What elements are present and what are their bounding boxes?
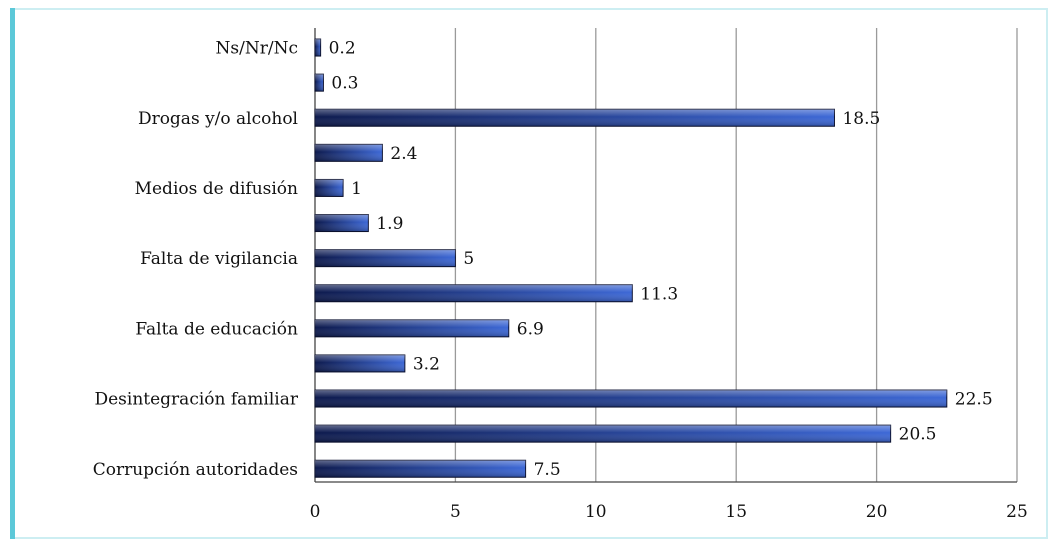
category-label: Ns/Nr/Nc <box>216 39 298 59</box>
bar-shine <box>315 319 509 337</box>
bar-shine <box>315 354 405 372</box>
value-label: 20.5 <box>899 425 937 445</box>
value-label: 0.3 <box>331 74 358 94</box>
bar-shine <box>315 39 321 57</box>
bar-shine <box>315 109 835 127</box>
bar-shine <box>315 460 526 478</box>
frame-accent-bar <box>10 8 15 539</box>
value-label: 5 <box>463 249 474 269</box>
chart-frame <box>10 8 1048 539</box>
bar-shine <box>315 144 383 162</box>
bar-shine <box>315 214 369 232</box>
category-label: Drogas y/o alcohol <box>138 109 298 129</box>
bar-shine <box>315 74 324 92</box>
category-label: Falta de vigilancia <box>140 249 298 269</box>
value-label: 0.2 <box>329 39 356 59</box>
category-label: Desintegración familiar <box>94 390 298 410</box>
bar-shine <box>315 390 947 408</box>
x-tick-label: 15 <box>725 502 747 522</box>
x-tick-label: 20 <box>866 502 888 522</box>
category-label: Medios de difusión <box>135 179 298 199</box>
value-label: 18.5 <box>842 109 880 129</box>
value-label: 1.9 <box>376 214 403 234</box>
x-tick-label: 10 <box>585 502 607 522</box>
x-tick-label: 0 <box>310 502 321 522</box>
value-label: 2.4 <box>390 144 417 164</box>
value-label: 7.5 <box>534 460 561 480</box>
x-tick-label: 25 <box>1006 502 1028 522</box>
x-tick-label: 5 <box>450 502 461 522</box>
bar-shine <box>315 284 633 302</box>
value-label: 22.5 <box>955 390 993 410</box>
value-label: 11.3 <box>640 284 678 304</box>
bar-shine <box>315 179 344 197</box>
category-label: Falta de educación <box>135 319 298 339</box>
value-label: 3.2 <box>413 354 440 374</box>
category-label: Corrupción autoridades <box>93 460 298 480</box>
value-label: 6.9 <box>517 319 544 339</box>
bars <box>314 38 948 478</box>
bar-shine <box>315 249 456 267</box>
bar-shine <box>315 425 891 443</box>
value-label: 1 <box>351 179 362 199</box>
